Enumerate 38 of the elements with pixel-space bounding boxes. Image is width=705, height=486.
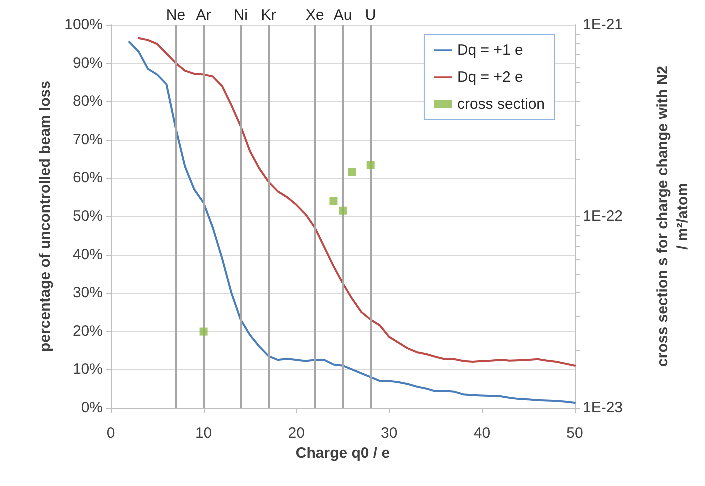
- y-tick-label: 20%: [72, 322, 103, 340]
- y-tick-label: 60%: [72, 170, 103, 187]
- legend-label: Dq = +1 e: [457, 42, 524, 59]
- y-tick-label: 40%: [72, 246, 103, 264]
- ref-line-label: U: [365, 7, 376, 24]
- y-tick-label: 30%: [72, 284, 103, 302]
- y-tick-label: 10%: [72, 361, 103, 378]
- x-tick-label: 10: [195, 425, 212, 442]
- y-tick-label: 100%: [64, 16, 103, 34]
- x-tick-label: 50: [566, 425, 584, 442]
- point: [366, 161, 375, 170]
- y2-tick-label: 1E-23: [583, 400, 624, 416]
- point: [348, 168, 356, 176]
- x-tick-label: 20: [288, 425, 305, 442]
- x-axis-title: Charge q0 / e: [296, 445, 390, 462]
- point: [339, 206, 347, 215]
- x-tick-label: 40: [474, 425, 491, 442]
- y-tick-label: 70%: [72, 131, 103, 148]
- y-tick-label: 90%: [72, 54, 103, 72]
- ref-line-label: Xe: [306, 7, 324, 24]
- y-tick-label: 80%: [72, 93, 103, 110]
- y-axis-title: percentage of uncontrolled beam loss: [37, 81, 54, 352]
- y-tick-label: 0%: [81, 400, 103, 416]
- ref-line-label: Ni: [234, 7, 248, 24]
- ref-line-label: Kr: [261, 7, 276, 24]
- legend-label: Dq = +2 e: [457, 69, 524, 86]
- x-tick-label: 30: [381, 425, 398, 442]
- y2-tick-label: 1E-22: [583, 208, 624, 225]
- point: [330, 197, 338, 206]
- ref-line-label: Au: [334, 7, 352, 24]
- y2-tick-label: 1E-21: [583, 16, 624, 34]
- y2-axis-title: cross section s for charge change with N2 / m²/atom: [654, 66, 692, 367]
- x-tick-label: 0: [106, 425, 116, 442]
- point: [200, 328, 208, 336]
- ref-line-label: Ne: [166, 7, 186, 24]
- ref-line-label: Ar: [196, 7, 212, 24]
- y-tick-label: 50%: [72, 208, 103, 225]
- legend-label: cross section: [457, 96, 546, 113]
